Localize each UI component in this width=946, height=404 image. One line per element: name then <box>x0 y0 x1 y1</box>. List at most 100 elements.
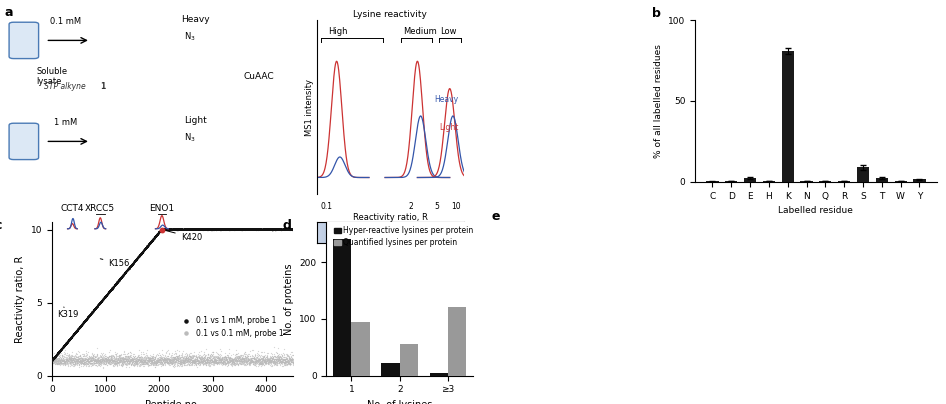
Point <box>127 352 142 359</box>
Point <box>111 356 126 363</box>
Point <box>86 357 101 364</box>
Point <box>284 356 299 362</box>
Point <box>139 358 154 364</box>
Point <box>68 353 83 360</box>
Point <box>238 359 254 366</box>
Point <box>106 354 121 360</box>
Point <box>271 358 286 364</box>
Point <box>112 358 127 365</box>
Point <box>111 360 126 366</box>
Point <box>45 359 61 365</box>
Point <box>230 350 245 357</box>
Point <box>280 358 295 364</box>
Point <box>149 360 164 366</box>
Point <box>184 357 200 364</box>
Point <box>266 357 281 364</box>
Point <box>96 357 112 364</box>
Point <box>53 355 68 361</box>
Point <box>201 356 216 362</box>
Point <box>285 351 300 358</box>
Point <box>203 357 219 364</box>
Point <box>133 356 149 362</box>
Point <box>192 361 207 368</box>
Point <box>85 355 100 362</box>
Point <box>171 356 186 362</box>
Point <box>226 359 241 365</box>
Point <box>182 353 197 360</box>
Point <box>199 356 214 362</box>
Point <box>228 361 243 368</box>
Point <box>63 359 79 365</box>
Point <box>218 359 233 365</box>
Point <box>192 355 207 361</box>
Point <box>209 350 224 357</box>
Point <box>47 359 62 366</box>
Point <box>102 356 117 363</box>
Point <box>138 356 153 362</box>
Point <box>210 358 225 365</box>
Point <box>159 358 174 364</box>
Point <box>72 358 87 365</box>
Point <box>96 364 111 370</box>
Point <box>236 355 251 362</box>
Point <box>124 356 139 363</box>
Point <box>275 356 290 363</box>
Point <box>209 359 224 366</box>
Point <box>236 358 251 364</box>
Point <box>186 353 201 360</box>
Text: 10: 10 <box>451 202 461 211</box>
Point <box>208 357 223 363</box>
Point <box>273 354 289 360</box>
Point <box>279 355 294 362</box>
Point <box>122 358 137 365</box>
Point <box>111 358 126 365</box>
Point <box>285 356 300 362</box>
Point <box>267 358 282 364</box>
Point <box>76 353 91 360</box>
Point <box>77 356 92 362</box>
Point <box>174 357 189 363</box>
Point <box>181 361 196 368</box>
Point <box>61 355 77 361</box>
Point <box>48 360 63 367</box>
Point <box>61 361 76 368</box>
Point <box>205 349 220 355</box>
Point <box>58 351 73 358</box>
Point <box>183 349 198 356</box>
Point <box>112 354 127 361</box>
Point <box>140 355 155 361</box>
Point <box>100 354 115 361</box>
Point <box>185 358 201 364</box>
Point <box>58 358 73 365</box>
Point <box>154 355 169 362</box>
Point <box>183 362 198 368</box>
Point <box>132 359 148 365</box>
Point <box>188 361 203 368</box>
Point <box>142 362 157 368</box>
Point <box>141 356 156 362</box>
Point <box>110 362 125 369</box>
Point <box>132 354 148 360</box>
Point <box>234 360 249 367</box>
Point <box>130 356 145 363</box>
Point <box>265 359 280 366</box>
Point <box>272 357 287 363</box>
Point <box>132 356 148 363</box>
Point <box>192 358 207 365</box>
Point <box>212 359 227 366</box>
Point <box>155 359 170 365</box>
Point <box>243 357 258 364</box>
Point <box>92 359 107 366</box>
Point <box>254 358 269 364</box>
Point <box>136 356 151 363</box>
Point <box>143 361 158 367</box>
Point <box>167 358 183 365</box>
Point <box>227 362 242 368</box>
Point <box>138 357 153 363</box>
Point <box>61 354 77 360</box>
Point <box>55 358 70 364</box>
Point <box>88 359 103 365</box>
Point <box>141 357 156 364</box>
Point <box>217 360 232 366</box>
Bar <box>781 51 794 182</box>
